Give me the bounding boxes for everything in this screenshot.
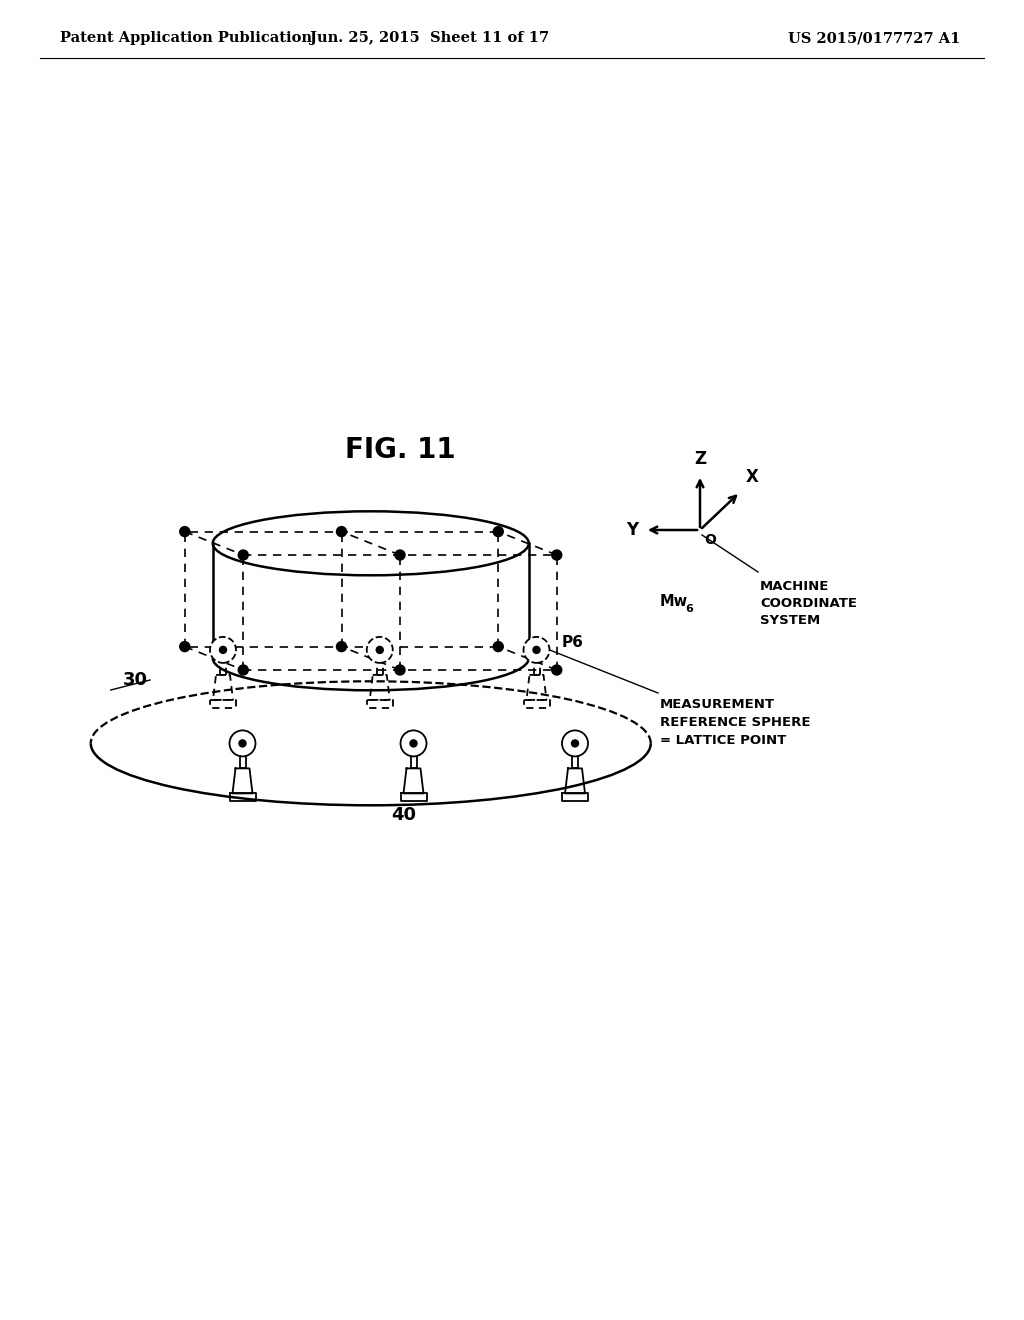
Text: P6: P6 (562, 635, 584, 649)
Circle shape (337, 527, 346, 537)
Circle shape (210, 636, 236, 663)
Circle shape (571, 741, 579, 747)
Circle shape (219, 647, 226, 653)
Text: O: O (705, 533, 716, 546)
Circle shape (400, 730, 427, 756)
Circle shape (523, 636, 550, 663)
Text: 30: 30 (123, 671, 148, 689)
Text: US 2015/0177727 A1: US 2015/0177727 A1 (787, 30, 961, 45)
Circle shape (376, 647, 383, 653)
Circle shape (410, 741, 417, 747)
Text: MEASUREMENT
REFERENCE SPHERE
= LATTICE POINT: MEASUREMENT REFERENCE SPHERE = LATTICE P… (660, 698, 811, 747)
Circle shape (180, 527, 189, 537)
Circle shape (395, 665, 406, 675)
Ellipse shape (213, 511, 528, 576)
Circle shape (367, 636, 393, 663)
Text: Mw: Mw (660, 594, 688, 610)
Text: 6: 6 (685, 605, 693, 614)
Text: X: X (746, 469, 759, 486)
Text: Y: Y (626, 521, 638, 539)
Text: Patent Application Publication: Patent Application Publication (60, 30, 312, 45)
Circle shape (239, 550, 248, 560)
Circle shape (180, 642, 189, 652)
Circle shape (337, 642, 346, 652)
Circle shape (239, 741, 246, 747)
Circle shape (395, 550, 406, 560)
Text: MACHINE
COORDINATE
SYSTEM: MACHINE COORDINATE SYSTEM (760, 579, 857, 627)
Circle shape (229, 730, 256, 756)
Circle shape (534, 647, 540, 653)
Circle shape (552, 550, 562, 560)
Circle shape (239, 665, 248, 675)
Text: 40: 40 (391, 807, 416, 825)
Circle shape (552, 665, 562, 675)
Circle shape (494, 642, 503, 652)
Circle shape (562, 730, 588, 756)
Text: Z: Z (694, 450, 707, 469)
Text: FIG. 11: FIG. 11 (345, 436, 456, 465)
Text: Jun. 25, 2015  Sheet 11 of 17: Jun. 25, 2015 Sheet 11 of 17 (310, 30, 550, 45)
Circle shape (494, 527, 503, 537)
